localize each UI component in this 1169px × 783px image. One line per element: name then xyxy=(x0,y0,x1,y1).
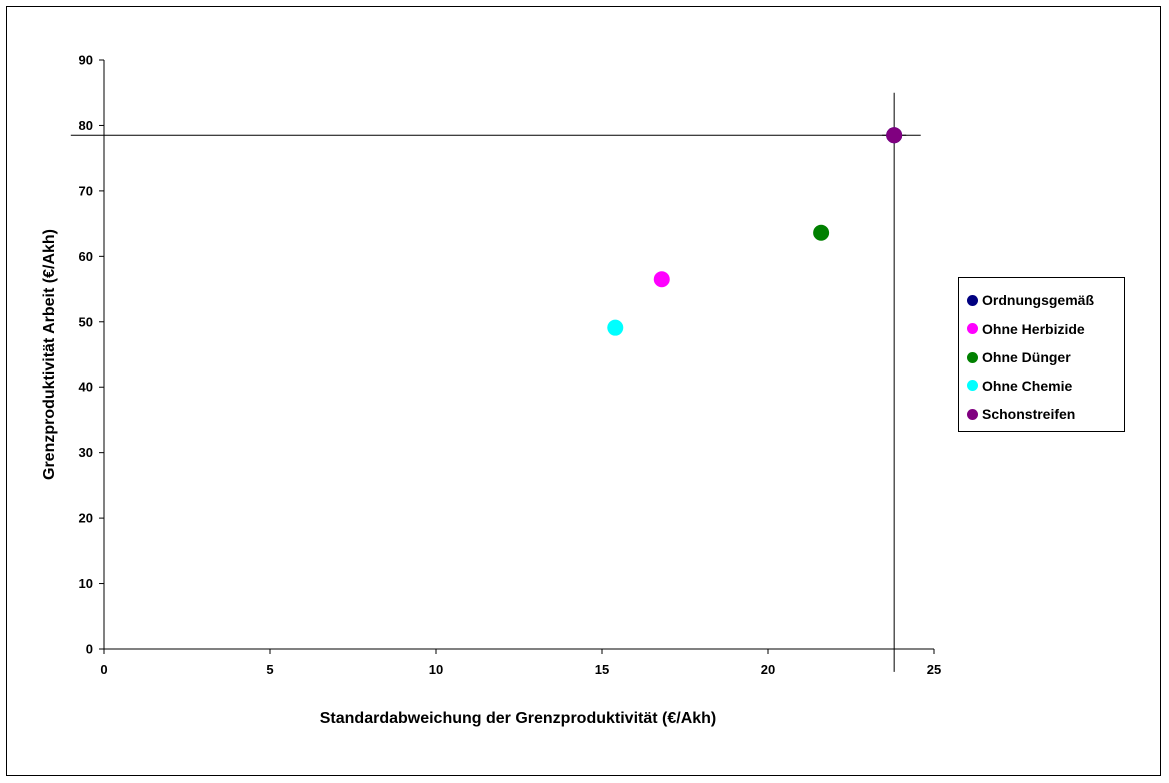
data-point-ohne-herbizide xyxy=(653,271,670,288)
y-tick-label: 70 xyxy=(79,183,93,198)
x-tick-label: 20 xyxy=(761,662,775,677)
x-axis-title: Standardabweichung der Grenzproduktivitä… xyxy=(320,710,717,727)
legend-item: Schonstreifen xyxy=(967,400,1124,429)
x-tick-label: 25 xyxy=(927,662,941,677)
y-tick-label: 40 xyxy=(79,380,93,395)
legend-label: Ordnungsgemäß xyxy=(982,292,1095,309)
legend-item: Ohne Dünger xyxy=(967,343,1124,372)
axes xyxy=(99,59,935,654)
y-tick-label: 90 xyxy=(79,53,93,68)
legend-marker xyxy=(967,294,978,306)
x-tick-label: 5 xyxy=(266,662,273,677)
tick-labels: 0 10 20 30 40 50 60 70 80 90 0 5 10 15 20 25 xyxy=(79,53,942,678)
y-axis-title: Grenzproduktivität Arbeit (€/Akh) xyxy=(41,229,58,480)
legend-marker xyxy=(967,323,978,335)
y-tick-label: 10 xyxy=(79,576,93,591)
data-point-ohne-d-nger xyxy=(813,224,830,241)
reference-lines xyxy=(70,92,921,672)
legend-label: Ohne Herbizide xyxy=(982,320,1085,337)
data-point-schonstreifen xyxy=(886,127,903,144)
x-tick-label: 15 xyxy=(595,662,609,677)
legend-marker xyxy=(967,408,978,420)
y-tick-label: 20 xyxy=(79,511,93,526)
y-tick-label: 30 xyxy=(79,445,93,460)
y-tick-label: 0 xyxy=(86,642,93,657)
y-tick-label: 60 xyxy=(79,249,93,264)
y-tick-label: 50 xyxy=(79,314,93,329)
y-tick-label: 80 xyxy=(79,118,93,133)
legend-label: Ohne Chemie xyxy=(982,377,1073,394)
data-points xyxy=(607,127,903,336)
legend-label: Schonstreifen xyxy=(982,406,1076,423)
legend-marker xyxy=(967,380,978,392)
legend-marker xyxy=(967,351,978,363)
data-point-ohne-chemie xyxy=(607,319,624,336)
legend-item: Ohne Chemie xyxy=(967,372,1124,401)
legend-label: Ohne Dünger xyxy=(982,349,1071,366)
legend-item: Ohne Herbizide xyxy=(967,315,1124,344)
legend: Ordnungsgemäß Ohne Herbizide Ohne Dünger Oh… xyxy=(958,277,1125,432)
x-tick-label: 10 xyxy=(429,662,443,677)
x-tick-label: 0 xyxy=(100,662,107,677)
legend-item: Ordnungsgemäß xyxy=(967,286,1124,315)
